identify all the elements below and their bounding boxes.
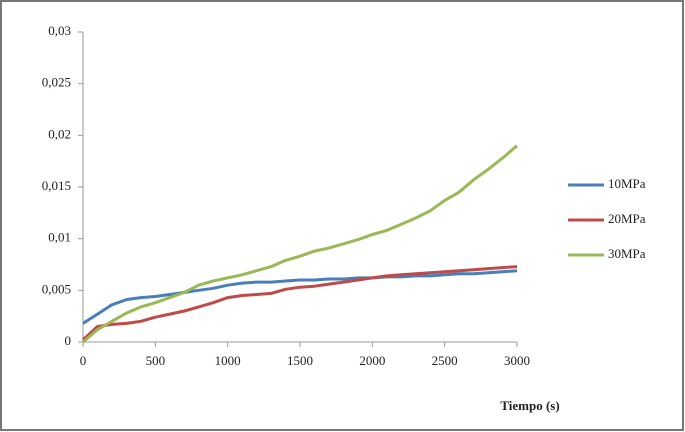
x-axis-title: Tiempo (s) [500,398,559,413]
line-series [82,144,518,344]
legend-label: 30MPa [608,246,646,261]
x-tick-label: 2000 [359,353,385,368]
x-tick-label: 0 [80,353,87,368]
x-tick-label: 2500 [432,353,458,368]
x-tick-label: 3000 [504,353,530,368]
x-tick-label: 500 [146,353,166,368]
y-tick-label: 0,02 [48,126,71,141]
x-tick-label: 1000 [215,353,241,368]
legend-label: 20MPa [608,211,646,226]
legend-label: 10MPa [608,176,646,191]
y-tick-label: 0,01 [48,230,71,245]
x-tick-label: 1500 [287,353,313,368]
y-tick-label: 0,005 [42,281,71,296]
line-series [82,269,518,325]
y-tick-label: 0 [65,333,72,348]
line-series [81,265,518,342]
y-tick-label: 0,015 [42,178,71,193]
y-tick-label: 0,03 [48,23,71,38]
y-tick-label: 0,025 [42,75,71,90]
